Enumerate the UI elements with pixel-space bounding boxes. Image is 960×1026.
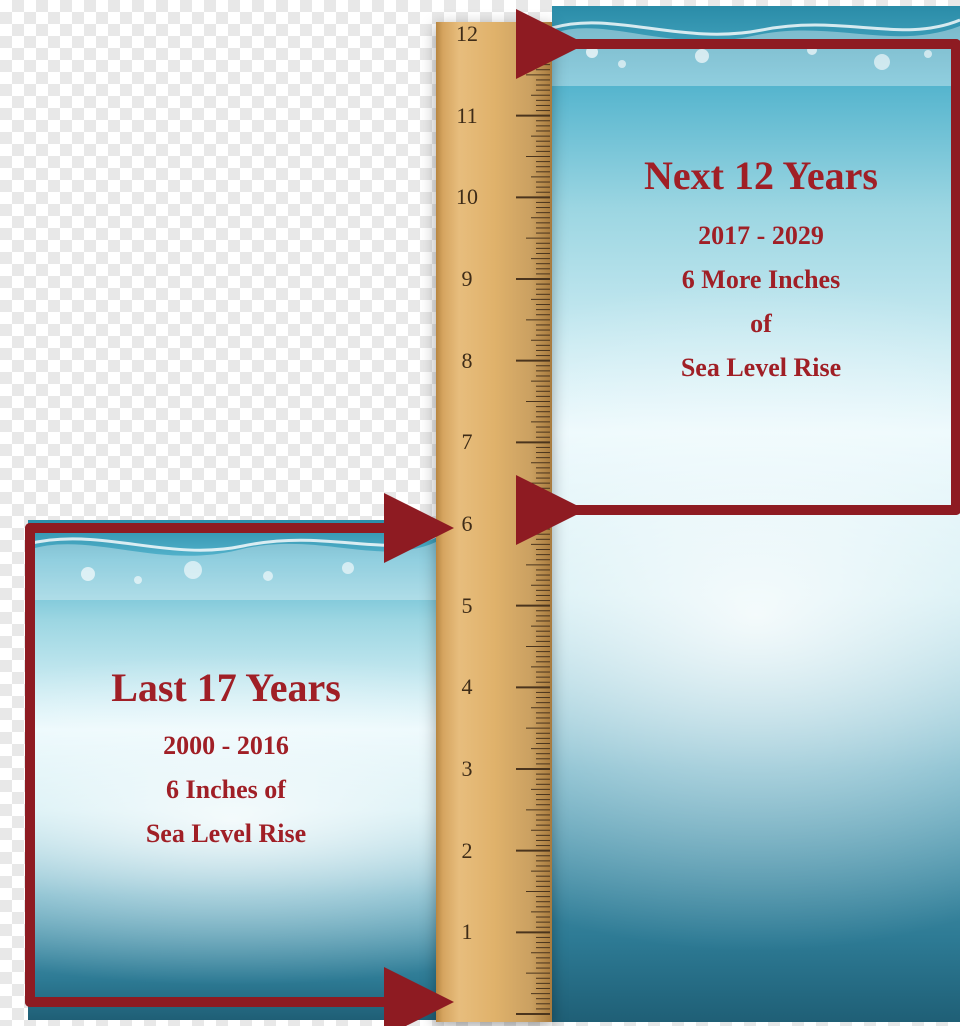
ruler-label: 8 <box>450 348 484 374</box>
ruler-label: 10 <box>450 184 484 210</box>
ruler-label: 5 <box>450 593 484 619</box>
ruler-label: 7 <box>450 429 484 455</box>
ruler: 123456789101112 <box>436 22 552 1022</box>
ruler-label: 9 <box>450 266 484 292</box>
label-next-12-years: Next 12 Years 2017 - 2029 6 More Inches … <box>572 152 950 383</box>
ruler-label: 1 <box>450 919 484 945</box>
ruler-label: 2 <box>450 838 484 864</box>
ruler-label: 6 <box>450 511 484 537</box>
label-right-line-1: 6 More Inches <box>572 265 950 295</box>
label-left-title: Last 17 Years <box>46 664 406 711</box>
label-left-line-2: Sea Level Rise <box>46 819 406 849</box>
ruler-label: 4 <box>450 674 484 700</box>
label-last-17-years: Last 17 Years 2000 - 2016 6 Inches of Se… <box>46 664 406 849</box>
label-right-title: Next 12 Years <box>572 152 950 199</box>
ruler-label: 11 <box>450 103 484 129</box>
water-surface-right <box>552 6 960 86</box>
ruler-label: 12 <box>450 21 484 47</box>
label-left-line-0: 2000 - 2016 <box>46 731 406 761</box>
label-right-line-3: Sea Level Rise <box>572 353 950 383</box>
water-surface-left <box>28 520 436 600</box>
label-left-line-1: 6 Inches of <box>46 775 406 805</box>
label-right-line-0: 2017 - 2029 <box>572 221 950 251</box>
ruler-label: 3 <box>450 756 484 782</box>
label-right-line-2: of <box>572 309 950 339</box>
